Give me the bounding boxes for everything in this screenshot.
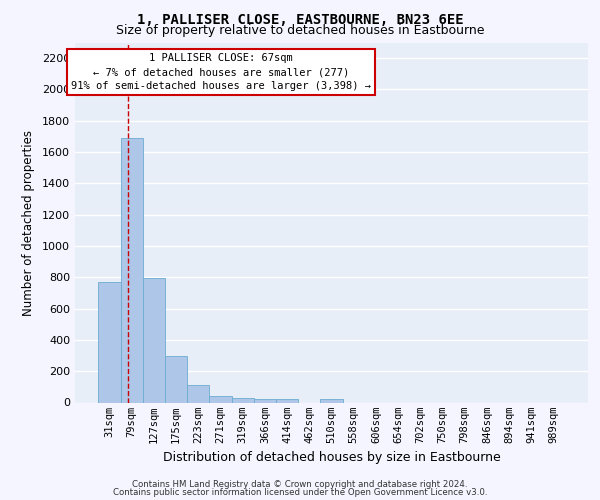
Bar xyxy=(187,386,209,402)
Bar xyxy=(121,138,143,402)
Text: 1 PALLISER CLOSE: 67sqm
← 7% of detached houses are smaller (277)
91% of semi-de: 1 PALLISER CLOSE: 67sqm ← 7% of detached… xyxy=(71,54,371,92)
Bar xyxy=(232,398,254,402)
Bar xyxy=(254,398,276,402)
Text: Size of property relative to detached houses in Eastbourne: Size of property relative to detached ho… xyxy=(116,24,484,37)
Bar xyxy=(143,278,165,402)
X-axis label: Distribution of detached houses by size in Eastbourne: Distribution of detached houses by size … xyxy=(163,451,500,464)
Text: Contains public sector information licensed under the Open Government Licence v3: Contains public sector information licen… xyxy=(113,488,487,497)
Bar xyxy=(320,400,343,402)
Bar xyxy=(209,396,232,402)
Bar xyxy=(165,356,187,403)
Y-axis label: Number of detached properties: Number of detached properties xyxy=(22,130,35,316)
Bar xyxy=(276,399,298,402)
Text: 1, PALLISER CLOSE, EASTBOURNE, BN23 6EE: 1, PALLISER CLOSE, EASTBOURNE, BN23 6EE xyxy=(137,12,463,26)
Text: Contains HM Land Registry data © Crown copyright and database right 2024.: Contains HM Land Registry data © Crown c… xyxy=(132,480,468,489)
Bar xyxy=(98,282,121,403)
